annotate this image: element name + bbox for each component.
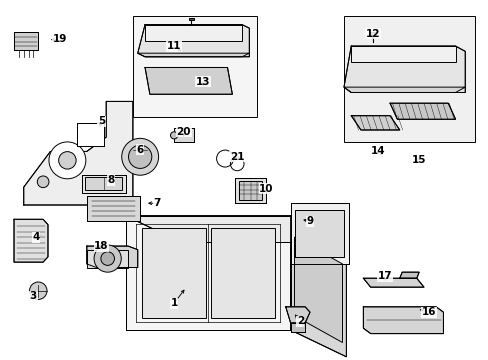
Polygon shape [389, 103, 455, 119]
Polygon shape [87, 246, 138, 267]
Polygon shape [142, 228, 205, 318]
Bar [343, 16, 474, 143]
Polygon shape [350, 46, 455, 62]
Polygon shape [145, 24, 242, 41]
Text: 19: 19 [53, 34, 67, 44]
Text: 9: 9 [306, 216, 313, 226]
Polygon shape [82, 175, 125, 193]
Polygon shape [125, 216, 290, 330]
Polygon shape [295, 210, 343, 257]
Polygon shape [290, 203, 348, 264]
Text: 2: 2 [296, 316, 304, 326]
Polygon shape [294, 237, 342, 342]
Ellipse shape [170, 132, 178, 139]
Text: 14: 14 [370, 147, 385, 157]
Circle shape [37, 176, 49, 188]
Polygon shape [290, 216, 346, 357]
Text: 18: 18 [94, 241, 108, 251]
Circle shape [94, 245, 121, 272]
Polygon shape [343, 46, 464, 93]
Circle shape [59, 152, 76, 169]
Text: 12: 12 [365, 28, 380, 39]
Text: 15: 15 [411, 156, 426, 165]
Polygon shape [85, 177, 122, 190]
Polygon shape [285, 307, 309, 323]
Text: 20: 20 [176, 127, 191, 137]
Text: 5: 5 [98, 116, 105, 126]
Polygon shape [350, 116, 399, 130]
Polygon shape [363, 278, 423, 287]
Text: 13: 13 [196, 77, 210, 87]
Polygon shape [290, 323, 305, 332]
Polygon shape [369, 32, 375, 35]
Circle shape [29, 282, 47, 300]
Polygon shape [238, 181, 262, 201]
Circle shape [128, 145, 151, 168]
Polygon shape [14, 32, 38, 50]
Bar [133, 16, 256, 117]
Polygon shape [234, 178, 266, 203]
Text: 16: 16 [421, 307, 435, 317]
Text: 1: 1 [170, 298, 178, 308]
Text: 4: 4 [32, 232, 40, 242]
Text: 17: 17 [377, 271, 392, 282]
Polygon shape [24, 102, 133, 205]
Text: 8: 8 [107, 175, 115, 185]
Polygon shape [87, 196, 140, 221]
Text: 3: 3 [30, 291, 37, 301]
Text: 6: 6 [136, 145, 143, 155]
Polygon shape [77, 123, 103, 146]
Polygon shape [138, 24, 249, 57]
Polygon shape [138, 53, 249, 57]
Polygon shape [399, 272, 418, 278]
Polygon shape [210, 228, 274, 318]
Text: 7: 7 [153, 198, 161, 208]
Polygon shape [87, 249, 128, 267]
Circle shape [49, 142, 86, 179]
Polygon shape [363, 307, 443, 334]
Polygon shape [343, 87, 464, 93]
Text: 21: 21 [229, 152, 244, 162]
Polygon shape [125, 216, 346, 243]
Polygon shape [188, 18, 193, 20]
Polygon shape [145, 67, 232, 94]
Text: 10: 10 [259, 184, 273, 194]
Text: 11: 11 [166, 41, 181, 51]
Polygon shape [14, 219, 48, 262]
Polygon shape [174, 128, 193, 143]
Circle shape [101, 252, 114, 265]
Circle shape [122, 138, 158, 175]
